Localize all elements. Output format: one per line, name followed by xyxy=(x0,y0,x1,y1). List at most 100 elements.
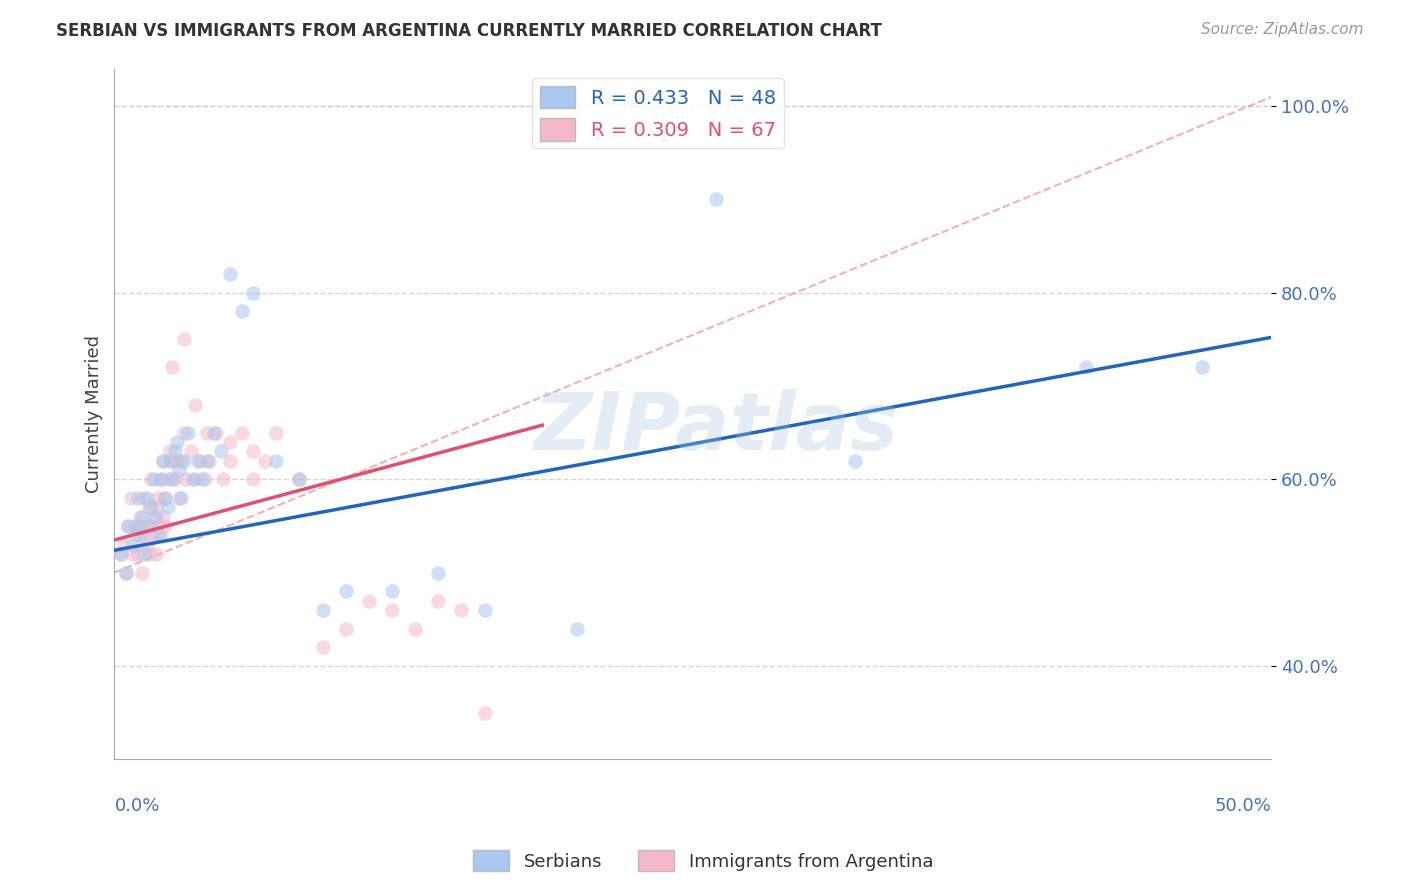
Point xyxy=(427,593,450,607)
Point xyxy=(128,528,150,542)
Point xyxy=(155,491,177,505)
Point xyxy=(474,706,496,720)
Point xyxy=(128,509,150,524)
Point xyxy=(138,547,160,561)
Point xyxy=(145,509,167,524)
Point xyxy=(145,500,167,515)
Point xyxy=(1191,360,1213,375)
Text: 50.0%: 50.0% xyxy=(1215,797,1271,814)
Point xyxy=(173,425,195,440)
Point xyxy=(112,538,135,552)
Point xyxy=(142,528,165,542)
Point xyxy=(152,453,174,467)
Point xyxy=(167,463,190,477)
Point xyxy=(117,519,139,533)
Point xyxy=(141,500,163,515)
Point xyxy=(155,519,177,533)
Point xyxy=(138,519,160,533)
Point xyxy=(181,472,204,486)
Point xyxy=(163,444,186,458)
Text: 0.0%: 0.0% xyxy=(114,797,160,814)
Point xyxy=(288,472,311,486)
Point xyxy=(427,566,450,580)
Point xyxy=(127,547,149,561)
Point xyxy=(194,472,217,486)
Text: Source: ZipAtlas.com: Source: ZipAtlas.com xyxy=(1201,22,1364,37)
Point xyxy=(131,519,153,533)
Text: ZIPatlas: ZIPatlas xyxy=(533,389,898,467)
Point xyxy=(162,453,184,467)
Point xyxy=(163,472,186,486)
Point xyxy=(177,425,200,440)
Point xyxy=(474,603,496,617)
Point xyxy=(205,425,228,440)
Point xyxy=(288,472,311,486)
Point xyxy=(145,547,167,561)
Point xyxy=(152,509,174,524)
Point xyxy=(148,491,170,505)
Point xyxy=(134,491,156,505)
Point xyxy=(212,472,235,486)
Legend: Serbians, Immigrants from Argentina: Serbians, Immigrants from Argentina xyxy=(465,843,941,879)
Point xyxy=(115,566,138,580)
Point xyxy=(122,538,145,552)
Point xyxy=(155,491,177,505)
Point xyxy=(219,267,242,281)
Point xyxy=(117,519,139,533)
Point xyxy=(149,472,172,486)
Point xyxy=(311,640,333,655)
Point xyxy=(131,566,153,580)
Point xyxy=(127,491,149,505)
Point xyxy=(156,472,179,486)
Point xyxy=(184,398,207,412)
Text: SERBIAN VS IMMIGRANTS FROM ARGENTINA CURRENTLY MARRIED CORRELATION CHART: SERBIAN VS IMMIGRANTS FROM ARGENTINA CUR… xyxy=(56,22,882,40)
Point xyxy=(124,528,146,542)
Point xyxy=(187,453,209,467)
Point xyxy=(219,435,242,450)
Point xyxy=(134,547,156,561)
Point xyxy=(127,519,149,533)
Point xyxy=(135,538,157,552)
Point xyxy=(1074,360,1097,375)
Point xyxy=(844,453,866,467)
Point xyxy=(138,500,160,515)
Point xyxy=(381,603,404,617)
Point xyxy=(167,491,190,505)
Point xyxy=(148,519,170,533)
Legend: R = 0.433   N = 48, R = 0.309   N = 67: R = 0.433 N = 48, R = 0.309 N = 67 xyxy=(533,78,783,148)
Point xyxy=(198,453,221,467)
Point xyxy=(180,444,202,458)
Point xyxy=(115,566,138,580)
Point xyxy=(450,603,472,617)
Point xyxy=(149,528,172,542)
Point xyxy=(191,472,214,486)
Point xyxy=(357,593,380,607)
Point xyxy=(219,453,242,467)
Point xyxy=(110,547,132,561)
Point xyxy=(565,622,588,636)
Point xyxy=(142,472,165,486)
Point xyxy=(195,453,218,467)
Point xyxy=(704,192,727,206)
Point xyxy=(152,453,174,467)
Point xyxy=(184,472,207,486)
Point xyxy=(148,528,170,542)
Point xyxy=(149,472,172,486)
Point xyxy=(188,453,211,467)
Point xyxy=(135,491,157,505)
Point xyxy=(173,453,195,467)
Point xyxy=(166,435,188,450)
Point xyxy=(131,509,153,524)
Point xyxy=(162,472,184,486)
Point xyxy=(122,547,145,561)
Point xyxy=(124,519,146,533)
Point xyxy=(195,425,218,440)
Point xyxy=(209,444,232,458)
Point xyxy=(120,491,142,505)
Point xyxy=(404,622,426,636)
Point xyxy=(156,500,179,515)
Point xyxy=(335,584,357,599)
Point xyxy=(335,622,357,636)
Point xyxy=(159,444,181,458)
Point xyxy=(134,528,156,542)
